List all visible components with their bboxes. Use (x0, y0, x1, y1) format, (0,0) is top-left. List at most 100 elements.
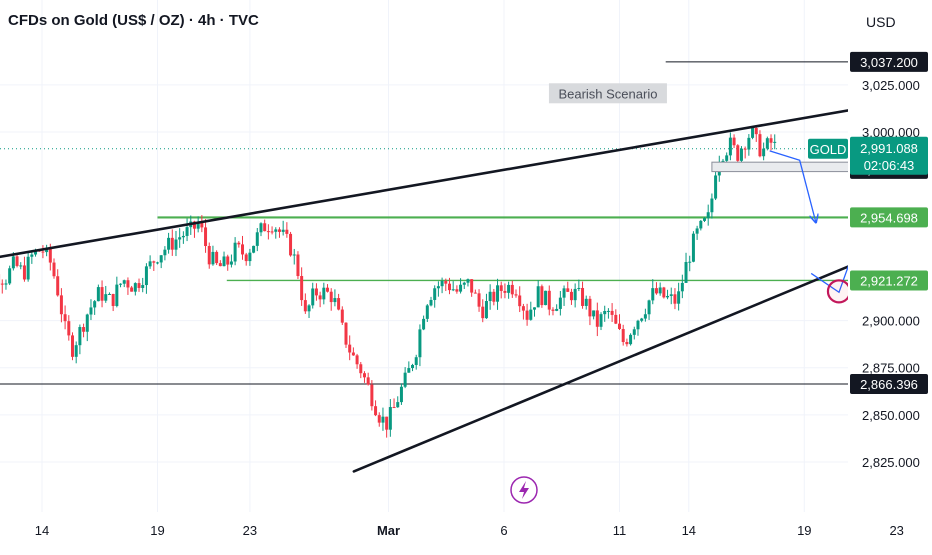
candle-body (296, 254, 299, 276)
candle-body (348, 345, 351, 353)
candle-body (692, 234, 695, 262)
candle-body (381, 417, 384, 423)
time-tick-label: 11 (613, 523, 627, 538)
candle-body (526, 311, 529, 320)
candle-body (282, 230, 285, 232)
candle-body (23, 265, 26, 279)
candle-body (241, 244, 244, 254)
candle-body (673, 294, 676, 303)
candle-body (648, 300, 651, 314)
candle-body (223, 256, 226, 266)
candle-body (182, 236, 185, 237)
candle-body (263, 223, 266, 231)
candle-body (466, 279, 469, 283)
candle-body (740, 149, 743, 161)
candle-body (167, 238, 170, 250)
price-tick-label: 3,025.000 (862, 78, 920, 93)
candle-body (385, 417, 388, 430)
candle-body (710, 199, 713, 213)
candle-body (271, 231, 274, 232)
candle-body (592, 310, 595, 316)
time-tick-label: 19 (150, 523, 164, 538)
candle-body (725, 155, 728, 160)
candle-body (237, 243, 240, 245)
candle-body (30, 255, 33, 257)
candle-body (56, 276, 59, 295)
candle-body (333, 298, 336, 302)
current-price-label: 2,991.088 (860, 141, 918, 156)
candle-body (758, 134, 761, 156)
candle-body (611, 311, 614, 315)
lightning-icon[interactable] (511, 477, 537, 503)
chart-title: CFDs on Gold (US$ / OZ) · 4h · TVC (8, 12, 259, 29)
candle-body (651, 288, 654, 300)
candle-body (234, 243, 237, 262)
candle-body (82, 327, 85, 332)
candle-body (104, 294, 107, 301)
candle-body (186, 227, 189, 236)
candle-body (407, 368, 410, 373)
candle-body (108, 294, 111, 295)
candle-body (707, 212, 710, 218)
candle-body (86, 315, 89, 332)
candle-body (463, 283, 466, 285)
candle-body (289, 234, 292, 255)
candle-body (729, 138, 732, 156)
time-tick-label: 23 (889, 523, 903, 538)
candle-body (733, 138, 736, 146)
price-level-tag: 3,037.200 (860, 55, 918, 70)
candle-body (274, 229, 277, 231)
candle-body (178, 237, 181, 239)
candle-body (27, 257, 30, 280)
price-tick-label: 2,825.000 (862, 455, 920, 470)
candle-body (433, 288, 436, 300)
time-axis[interactable]: 141923Mar61114192327Apr4 (0, 512, 932, 550)
candle-body (574, 289, 577, 300)
candle-body (415, 357, 418, 365)
candle-body (367, 377, 370, 384)
currency-label[interactable]: USD (866, 14, 896, 30)
candle-body (448, 284, 451, 290)
price-level-tag: 2,866.396 (860, 377, 918, 392)
candle-body (89, 307, 92, 314)
candle-body (344, 323, 347, 345)
candle-body (629, 335, 632, 344)
candle-body (714, 175, 717, 198)
candle-body (618, 324, 621, 329)
candle-body (551, 310, 554, 311)
candle-body (160, 255, 163, 262)
candle-body (747, 138, 750, 150)
candle-body (374, 406, 377, 415)
candle-body (511, 285, 514, 294)
candle-body (581, 288, 584, 306)
candle-body (138, 283, 141, 288)
candle-body (389, 407, 392, 430)
candle-body (123, 280, 126, 284)
candle-body (267, 231, 270, 232)
candle-body (337, 298, 340, 310)
candle-body (662, 287, 665, 297)
candle-body (119, 284, 122, 285)
candle-body (437, 286, 440, 288)
candle-body (259, 223, 262, 232)
lower-support (354, 160, 932, 471)
candle-body (736, 145, 739, 161)
candle-body (370, 385, 373, 407)
candle-body (4, 283, 7, 284)
time-tick-label: 6 (500, 523, 507, 538)
candle-body (485, 301, 488, 318)
candle-body (285, 230, 288, 234)
candle-body (588, 299, 591, 317)
candle-body (659, 287, 662, 293)
candle-body (53, 263, 56, 277)
candle-body (426, 305, 429, 318)
scenario-label: Bearish Scenario (558, 86, 657, 101)
candle-body (444, 281, 447, 284)
candle-body (49, 248, 52, 263)
candle-body (359, 364, 362, 373)
candle-body (64, 314, 67, 321)
candle-body (636, 321, 639, 330)
bearish-path (770, 151, 816, 223)
